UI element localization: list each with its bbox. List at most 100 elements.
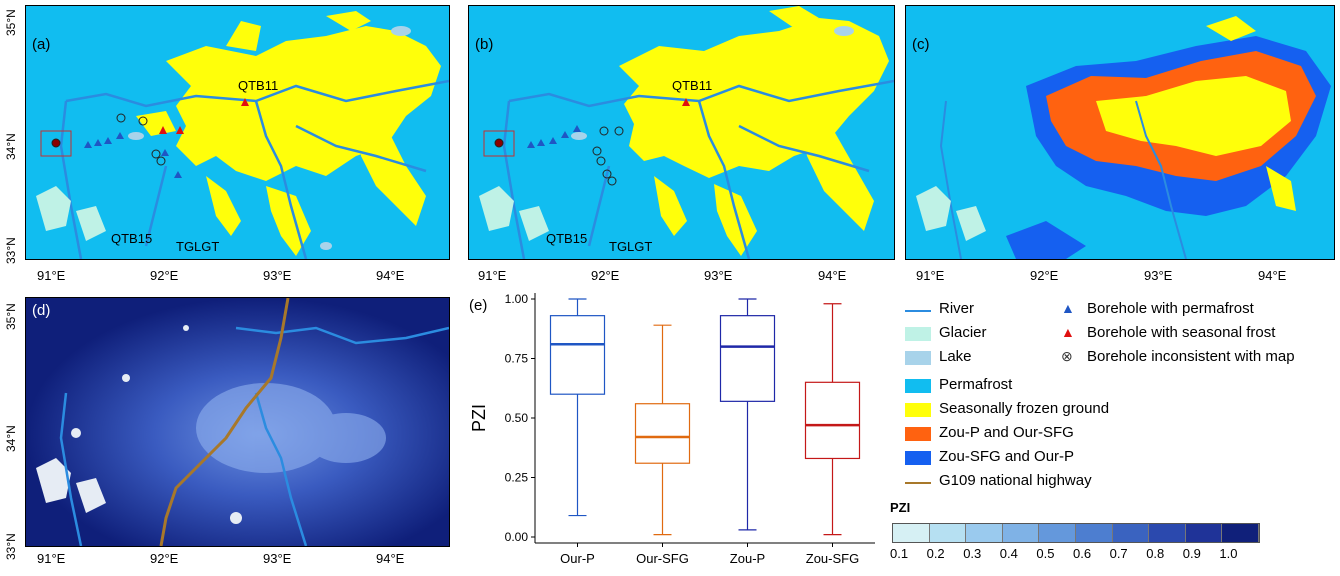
x-tick-label: Our-P xyxy=(560,551,595,566)
symbol-borehole-permafrost: ▲ xyxy=(1061,300,1075,316)
lat-tick-33: 33°N xyxy=(4,237,18,264)
pzi-color-bin xyxy=(929,524,967,542)
panel-letter-b: (b) xyxy=(475,36,494,53)
lon-tick-93: 93°E xyxy=(1144,268,1173,283)
lon-tick-94: 94°E xyxy=(818,268,847,283)
legend-swatch-river xyxy=(905,310,931,312)
lon-tick-94: 94°E xyxy=(1258,268,1287,283)
pzi-color-bin xyxy=(1002,524,1040,542)
pzi-tick-label: 0.9 xyxy=(1182,546,1201,561)
symbol-borehole-inconsistent: ⊗ xyxy=(1061,348,1073,364)
legend-label: Glacier xyxy=(939,324,987,341)
lon-tick-91: 91°E xyxy=(916,268,945,283)
symbol-borehole-seasonal-frost: ▲ xyxy=(1061,324,1075,340)
pzi-colorbar xyxy=(892,523,1260,543)
y-tick-label: 0.25 xyxy=(505,471,529,485)
lon-tick-92: 92°E xyxy=(591,268,620,283)
lon-tick-93: 93°E xyxy=(263,551,292,566)
pzi-tick-label: 0.6 xyxy=(1073,546,1092,561)
legend-label: Lake xyxy=(939,348,972,365)
legend: River ▲ Borehole with permafrost Glacier… xyxy=(905,300,1335,510)
pzi-color-bin xyxy=(1222,524,1259,542)
pzi-color-bin xyxy=(1185,524,1223,542)
lon-tick-91: 91°E xyxy=(37,551,66,566)
pzi-color-bin xyxy=(893,524,930,542)
pzi-tick-label: 0.8 xyxy=(1146,546,1165,561)
pzi-tick-label: 0.1 xyxy=(890,546,909,561)
legend-swatch-seasonally-frozen xyxy=(905,403,931,417)
y-tick-label: 0.00 xyxy=(505,530,529,544)
legend-swatch-lake xyxy=(905,351,931,365)
panel-letter-a: (a) xyxy=(32,36,51,53)
x-tick-label: Zou-SFG xyxy=(806,551,859,566)
legend-label: Seasonally frozen ground xyxy=(939,400,1110,417)
lon-tick-91: 91°E xyxy=(37,268,66,283)
legend-label: Zou-SFG and Our-P xyxy=(939,448,1075,465)
pzi-color-bin xyxy=(1075,524,1113,542)
site-label-qtb15: QTB15 xyxy=(546,231,588,246)
pzi-scale: PZI 0.1 0.2 0.3 0.4 0.5 0.6 0.7 0.8 0.9 1.0 xyxy=(890,500,1330,570)
legend-label: G109 national highway xyxy=(939,472,1092,489)
pzi-tick-label: 0.2 xyxy=(926,546,945,561)
map-panel-b: (b) QTB11 QTB15 TGLGT xyxy=(468,5,895,260)
pzi-tick-label: 0.5 xyxy=(1036,546,1055,561)
pzi-tick-label: 0.3 xyxy=(963,546,982,561)
lat-tick-33: 33°N xyxy=(4,533,18,560)
pzi-tick-label: 0.4 xyxy=(999,546,1018,561)
site-label-qtb15: QTB15 xyxy=(111,231,153,246)
lon-tick-92: 92°E xyxy=(150,268,179,283)
map-panel-c: (c) xyxy=(905,5,1335,260)
y-tick-label: 1.00 xyxy=(505,292,529,306)
lat-tick-35: 35°N xyxy=(4,9,18,36)
panel-letter-d: (d) xyxy=(32,302,51,319)
lat-tick-35: 35°N xyxy=(4,303,18,330)
lat-tick-34: 34°N xyxy=(4,425,18,452)
pzi-color-bin xyxy=(1039,524,1076,542)
pzi-color-bin xyxy=(966,524,1003,542)
boxplot-svg: 0.00 0.25 0.50 0.75 1.00 PZI Our-P Our-SFG Zou-P… xyxy=(469,292,875,566)
site-label-qtb11: QTB11 xyxy=(672,78,713,93)
legend-swatch-glacier xyxy=(905,327,931,341)
pzi-tick-labels: 0.1 0.2 0.3 0.4 0.5 0.6 0.7 0.8 0.9 1.0 xyxy=(890,546,1270,564)
legend-swatch-zou-p-our-sfg xyxy=(905,427,931,441)
legend-swatch-highway xyxy=(905,482,931,484)
legend-label: Permafrost xyxy=(939,376,1013,393)
pzi-tick-label: 0.7 xyxy=(1109,546,1128,561)
map-panel-d: (d) xyxy=(25,297,450,547)
lon-tick-91: 91°E xyxy=(478,268,507,283)
x-tick-label: Our-SFG xyxy=(636,551,689,566)
legend-label: Borehole with seasonal frost xyxy=(1087,324,1276,341)
y-tick-label: 0.75 xyxy=(505,352,529,366)
lon-tick-92: 92°E xyxy=(150,551,179,566)
pzi-color-bin xyxy=(1149,524,1186,542)
lon-tick-94: 94°E xyxy=(376,551,405,566)
x-tick-label: Zou-P xyxy=(730,551,765,566)
pzi-tick-label: 1.0 xyxy=(1219,546,1238,561)
legend-label: Borehole with permafrost xyxy=(1087,300,1254,317)
legend-label: River xyxy=(939,300,975,317)
pzi-scale-title: PZI xyxy=(890,500,911,515)
y-axis-label: PZI xyxy=(469,404,489,432)
legend-label: Zou-P and Our-SFG xyxy=(939,424,1074,441)
lon-tick-93: 93°E xyxy=(263,268,292,283)
box-iqr xyxy=(634,403,691,464)
legend-label: Borehole inconsistent with map xyxy=(1087,348,1295,365)
site-label-tglgt: TGLGT xyxy=(609,239,653,254)
panel-letter-e: (e) xyxy=(469,297,488,314)
box-iqr xyxy=(719,315,776,402)
map-panel-a: (a) QTB11 QTB15 TGLGT xyxy=(25,5,450,260)
legend-swatch-zou-sfg-our-p xyxy=(905,451,931,465)
box-iqr xyxy=(549,315,606,395)
legend-swatch-permafrost xyxy=(905,379,931,393)
box-iqr xyxy=(804,381,861,460)
lon-tick-94: 94°E xyxy=(376,268,405,283)
lon-tick-92: 92°E xyxy=(1030,268,1059,283)
pzi-color-bin xyxy=(1112,524,1150,542)
site-label-qtb11: QTB11 xyxy=(238,78,279,93)
lat-tick-34: 34°N xyxy=(4,133,18,160)
y-tick-label: 0.50 xyxy=(505,411,529,425)
site-label-tglgt: TGLGT xyxy=(176,239,220,254)
boxplot-panel-e: (e) 0.00 0.25 0.50 0.75 1.00 PZI Our-P Our-SFG Z… xyxy=(455,285,885,571)
lon-tick-93: 93°E xyxy=(704,268,733,283)
panel-letter-c: (c) xyxy=(912,36,930,53)
